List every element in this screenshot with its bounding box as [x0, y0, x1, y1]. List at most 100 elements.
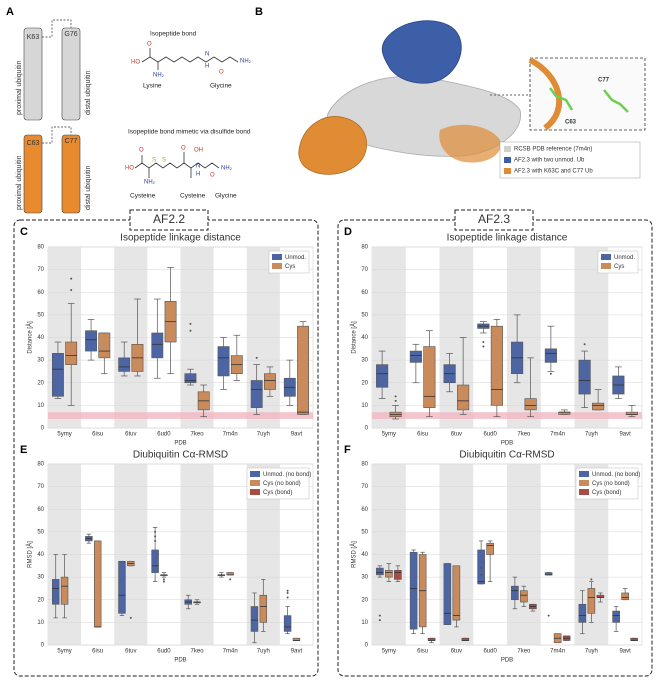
y-tick-label: 0 [41, 426, 45, 432]
outlier [549, 372, 552, 375]
box [385, 570, 393, 578]
outlier [480, 573, 483, 576]
outlier [189, 329, 192, 332]
y-tick-label: 0 [41, 643, 45, 649]
legend-text: Cys [614, 264, 624, 270]
legend-swatch [250, 489, 260, 495]
legend-text: Cys (no bond) [592, 481, 630, 487]
box [297, 325, 309, 415]
legend [499, 141, 641, 179]
y-tick-label: 20 [37, 380, 44, 386]
atom: HO [131, 60, 140, 66]
outlier [583, 343, 586, 346]
block-label: distal ubiquitin [85, 71, 92, 115]
box [423, 346, 436, 408]
box [98, 332, 111, 359]
x-tick-label: 7uyh [585, 432, 598, 438]
residue-name: Glycine [210, 83, 232, 90]
x-tick-label: 7keo [191, 649, 205, 655]
box [217, 346, 230, 377]
y-tick-label: 10 [37, 403, 44, 409]
y-tick-label: 20 [37, 597, 44, 603]
box [457, 384, 470, 411]
box [587, 588, 596, 614]
outlier [154, 530, 157, 533]
x-tick-label: 7uyh [257, 649, 270, 655]
atom: HO [125, 166, 134, 172]
ubiquitin-block [61, 134, 81, 214]
atom: NH₂ [240, 59, 252, 65]
outlier [255, 356, 258, 359]
group-label: AF2.3 [478, 212, 510, 226]
chart-title: Diubiquitin Cα-RMSD [133, 450, 228, 461]
y-tick-label: 0 [365, 643, 369, 649]
atom: N [205, 52, 209, 58]
box [259, 594, 268, 623]
x-tick-label: 7m4n [223, 649, 238, 655]
y-axis-label: Distance [Å] [351, 321, 358, 354]
legend-text: Cys (no bond) [263, 481, 301, 487]
block-label: distal ubiquitin [85, 166, 92, 210]
x-tick-label: 6ud0 [483, 432, 497, 438]
outlier [286, 596, 289, 599]
x-tick-label: 7m4n [550, 432, 565, 438]
legend-text: Cys (bond) [592, 490, 621, 496]
x-axis-label: PDB [174, 658, 186, 664]
y-tick-label: 60 [37, 507, 44, 513]
box [93, 540, 102, 628]
legend-text: Unmod. [285, 255, 306, 261]
group-tag [129, 209, 209, 231]
chart-title: Diubiquitin Cα-RMSD [459, 450, 554, 461]
protein-cys [298, 116, 367, 175]
atom: H [196, 172, 200, 178]
residue: C77 [65, 138, 78, 145]
box [511, 585, 519, 601]
x-tick-label: 6tuv [451, 432, 462, 438]
x-tick-label: 9avt [291, 649, 303, 655]
box [477, 549, 485, 585]
legend-swatch [579, 480, 589, 486]
x-tick-label: 7m4n [550, 649, 565, 655]
ubiquitin-block [23, 27, 43, 121]
legend-text: RCSB PDB reference (7m4n) [514, 147, 592, 153]
legend-swatch [579, 489, 589, 495]
x-tick-label: 6isu [92, 649, 103, 655]
y-axis-label: Distance [Å] [27, 321, 34, 354]
group-tag [454, 209, 534, 231]
atom: H [205, 64, 209, 70]
y-tick-label: 40 [37, 552, 44, 558]
box [486, 542, 494, 555]
x-tick-label: 5ymy [57, 649, 71, 655]
legend-text: Unmod. (no bond) [592, 472, 640, 478]
box [520, 590, 528, 603]
outlier [394, 399, 397, 402]
side-chain [603, 89, 629, 113]
legend-text: AF2.3 with two unmod. Ub [514, 158, 585, 164]
y-tick-label: 60 [361, 290, 368, 296]
box [264, 373, 276, 390]
y-tick-label: 30 [37, 358, 44, 364]
y-tick-label: 30 [37, 575, 44, 581]
x-tick-label: 7keo [517, 649, 531, 655]
box [376, 567, 384, 576]
bond-skeleton [134, 162, 220, 169]
outlier [378, 619, 381, 622]
box [60, 576, 69, 605]
legend-swatch [250, 480, 260, 486]
x-tick-label: 6ud0 [157, 649, 171, 655]
x-tick-label: 7uyh [257, 432, 270, 438]
y-tick-label: 10 [361, 620, 368, 626]
inset-label: C77 [598, 78, 610, 84]
x-tick-label: 6ud0 [483, 649, 497, 655]
box [612, 610, 620, 623]
residue-name: Lysine [143, 83, 162, 90]
box [409, 551, 418, 630]
legend-swatch [601, 254, 611, 260]
outlier [129, 616, 132, 619]
outlier [482, 341, 485, 344]
atom: N [196, 164, 200, 170]
panel-b: B C63 C77 RCSB PDB reference (7m4n) AF2.… [255, 6, 646, 179]
legend-text: Unmod. [614, 255, 635, 261]
residue-name: Cysteine [180, 193, 206, 200]
x-axis-label: PDB [501, 441, 513, 447]
